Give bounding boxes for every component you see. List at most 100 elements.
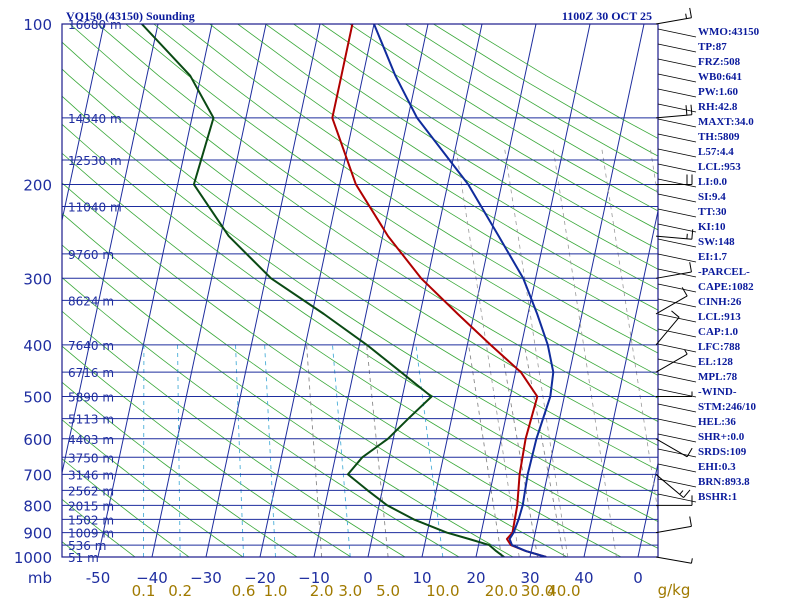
wind-barb-staff	[655, 525, 692, 534]
index-entry: EI:1.7	[698, 251, 728, 263]
index-leader-line	[657, 493, 697, 503]
index-leader-line	[657, 223, 697, 233]
index-entry: LCL:953	[698, 161, 741, 173]
height-label: 7640 m	[68, 339, 114, 353]
wind-barb-staff	[655, 474, 684, 498]
profile-lines	[141, 24, 555, 557]
dry-adiabat-line	[125, 24, 658, 376]
index-leader-line	[657, 73, 697, 83]
index-entry: LCL:913	[698, 311, 741, 323]
wind-barb-staff	[655, 271, 692, 279]
index-entry: FRZ:508	[698, 56, 741, 68]
index-leader-line	[657, 478, 697, 488]
index-leader-line	[657, 118, 697, 128]
pressure-label: 100	[23, 16, 52, 34]
height-label: 536 m	[68, 539, 106, 553]
index-leader-line	[657, 463, 697, 473]
index-entry: PW:1.60	[698, 86, 739, 98]
wind-barb	[655, 516, 692, 534]
height-label: 6716 m	[68, 366, 114, 380]
isotherm-line	[313, 24, 429, 557]
temperature-tick-label: −40	[136, 569, 168, 587]
wind-barb	[655, 262, 692, 279]
mixing-ratio-line	[264, 344, 276, 557]
index-entry: TH:5809	[698, 131, 740, 143]
pressure-labels: 100 200 300 400 500 600 700 800 900 1000	[14, 16, 52, 567]
index-entry: CAP:1.0	[698, 326, 739, 338]
index-leader-line	[657, 43, 697, 53]
mixing-ratio-line	[415, 344, 444, 557]
isotherm-line	[529, 24, 645, 557]
plot-frame	[61, 23, 659, 558]
mixing-ratio-tick-label: 40.0	[547, 582, 580, 600]
wind-barb-flag	[690, 104, 693, 115]
stability-indices-panel: WMO:43150 TP:87 FRZ:508 WB0:641 PW:1.60 RH:42…	[657, 26, 760, 503]
temperature-tick-label: 30	[520, 569, 539, 587]
dry-adiabat-line	[293, 24, 658, 250]
height-label: 3146 m	[68, 468, 114, 482]
wind-barb-staff	[655, 556, 692, 564]
index-entry: WB0:641	[698, 71, 742, 83]
dry-adiabat-line	[181, 24, 658, 332]
wind-barb-flag	[679, 490, 684, 495]
height-label: 14340 m	[68, 112, 122, 126]
wind-barb-flag	[684, 349, 688, 355]
isotherm-line	[259, 24, 375, 557]
index-entry: CINH:26	[698, 296, 742, 308]
dry-adiabat-line	[209, 24, 658, 311]
index-leader-line	[657, 388, 697, 398]
wind-barb-staff	[655, 114, 692, 119]
mixing-ratio-tick-label: 30.0	[521, 582, 554, 600]
wind-barb	[655, 474, 691, 498]
index-leader-line	[657, 88, 697, 98]
wind-barb-flag	[689, 7, 692, 18]
index-entry: SRDS:109	[698, 446, 747, 458]
index-leader-line	[657, 403, 697, 413]
index-entry: -WIND-	[698, 386, 737, 398]
wind-barb-staff	[655, 235, 692, 240]
pressure-label: 400	[23, 337, 52, 355]
pressure-label: 300	[23, 270, 52, 288]
index-leader-line	[657, 148, 697, 158]
index-leader-line	[657, 433, 697, 443]
mixing-ratio-line	[523, 344, 565, 557]
index-entry: TP:87	[698, 41, 727, 53]
index-leader-line	[657, 103, 697, 113]
wind-barb	[656, 174, 693, 185]
wind-barb-flag	[689, 262, 692, 273]
mixing-ratio-tick-label: 0.1	[132, 582, 156, 600]
index-entry: SHR+:0.0	[698, 431, 745, 443]
height-label: 3750 m	[68, 451, 114, 465]
wind-barb-staff	[655, 295, 688, 315]
mixing-ratio-line	[366, 344, 389, 557]
index-leader-line	[657, 373, 697, 383]
index-leader-line	[657, 448, 697, 458]
pressure-label: 200	[23, 176, 52, 194]
dry-adiabat-line	[265, 24, 658, 270]
temperature-tick-label: 10	[412, 569, 431, 587]
moist-adiabat-line	[455, 146, 520, 557]
moist-adiabat-line	[552, 146, 617, 557]
height-label: 5113 m	[68, 413, 114, 427]
height-labels: 16680 m 14340 m 12530 m 11040 m 9760 m 8624 m…	[68, 18, 122, 565]
index-leader-line	[657, 268, 697, 278]
mixing-ratio-tick-label: 1.0	[264, 582, 288, 600]
index-leader-line	[657, 343, 697, 353]
index-entry: LI:0.0	[698, 176, 728, 188]
mixing-ratio-tick-label: 20.0	[485, 582, 518, 600]
mixing-ratio-line	[332, 344, 351, 557]
index-entry: LFC:788	[698, 341, 741, 353]
temperature-tick-label: -50	[86, 569, 111, 587]
series-line-0	[331, 24, 547, 557]
temperature-tick-label: 0	[633, 569, 643, 587]
mixing-ratio-tick-label: 3.0	[338, 582, 362, 600]
mixing-ratio-labels: 0.1 0.2 0.6 1.0 2.0 3.0 5.0 10.0 20.0 30.040.0	[132, 582, 581, 600]
pressure-label: 700	[23, 466, 52, 484]
pressure-label: 800	[23, 497, 52, 515]
height-label: 5890 m	[68, 391, 114, 405]
index-entry: STM:246/10	[698, 401, 757, 413]
index-entry: EHI:0.3	[698, 461, 736, 473]
index-leader-line	[657, 133, 697, 143]
index-leader-line	[657, 418, 697, 428]
